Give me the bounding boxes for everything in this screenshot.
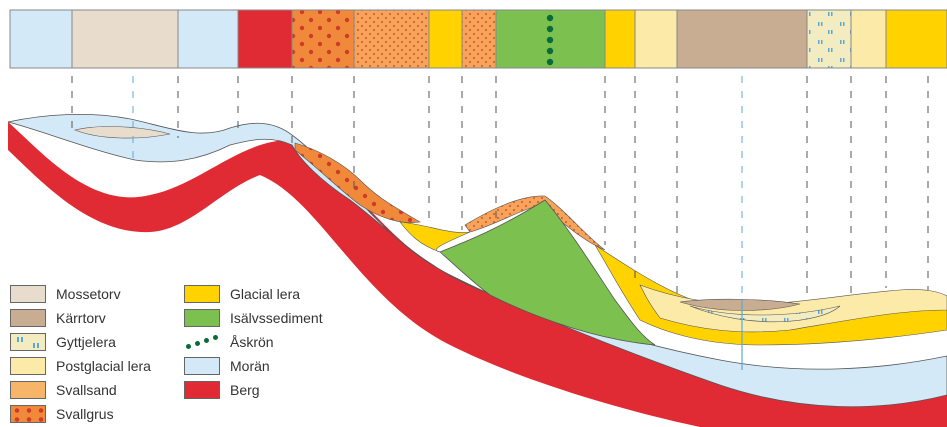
surface-map-strip xyxy=(9,9,947,69)
map-cell-karrtorv xyxy=(676,9,808,69)
legend-item-isalvssediment: Isälvssediment xyxy=(184,309,323,327)
map-cell-glacial-lera xyxy=(604,9,636,69)
map-cell-moran xyxy=(9,9,73,69)
askron-dots-icon xyxy=(184,333,220,351)
layer-mossetorv xyxy=(74,126,171,139)
legend-label: Postglacial lera xyxy=(56,358,151,374)
legend-item-svallsand: Svallsand xyxy=(10,381,117,399)
swatch-glacial-lera xyxy=(184,285,220,303)
map-cell-glacial-lera xyxy=(428,9,463,69)
legend-item-postglacial-lera: Postglacial lera xyxy=(10,357,151,375)
map-cell-glacial-lera xyxy=(885,9,947,69)
swatch-gyttjelera xyxy=(10,333,46,351)
layer-karrtorv xyxy=(679,298,801,311)
legend-label: Svallgrus xyxy=(56,406,114,422)
swatch-karrtorv xyxy=(10,309,46,327)
swatch-postglacial-lera xyxy=(10,357,46,375)
legend-label: Berg xyxy=(230,382,260,398)
map-cell-berg xyxy=(237,9,293,69)
layer-isalvssediment xyxy=(439,199,656,346)
legend-label: Kärrtorv xyxy=(56,310,106,326)
legend-label: Glacial lera xyxy=(230,286,301,302)
projection-lines xyxy=(71,76,929,300)
legend-label: Isälvssediment xyxy=(230,310,323,326)
legend-label: Mossetorv xyxy=(56,286,121,302)
legend-label: Svallsand xyxy=(56,382,117,398)
legend-item-askron: Åskrön xyxy=(184,333,274,351)
askron-dots xyxy=(546,14,554,66)
swatch-moran xyxy=(184,357,220,375)
legend-label: Morän xyxy=(230,358,270,374)
layer-svallgrus xyxy=(294,142,421,223)
legend-item-moran: Morän xyxy=(184,357,270,375)
legend-item-berg: Berg xyxy=(184,381,260,399)
map-cell-mossetorv xyxy=(71,9,179,69)
legend-label: Åskrön xyxy=(230,334,274,350)
layer-svallsand xyxy=(464,195,606,251)
map-cell-postglacial-lera xyxy=(850,9,887,69)
legend-label: Gyttjelera xyxy=(56,334,116,350)
cross-section-profile xyxy=(7,113,947,427)
map-cell-postglacial-lera xyxy=(634,9,678,69)
map-cell-gyttjelera xyxy=(806,9,852,69)
legend-item-glacial-lera: Glacial lera xyxy=(184,285,300,303)
swatch-isalvssediment xyxy=(184,309,220,327)
map-cell-svallsand xyxy=(353,9,430,69)
swatch-svallsand xyxy=(10,381,46,399)
layer-gyttjelera xyxy=(689,305,841,323)
legend-item-mossetorv: Mossetorv xyxy=(10,285,121,303)
map-cell-svallgrus xyxy=(291,9,355,69)
legend-item-gyttjelera: Gyttjelera xyxy=(10,333,116,351)
legend-item-svallgrus: Svallgrus xyxy=(10,405,114,423)
layer-moran xyxy=(7,113,947,408)
legend-item-karrtorv: Kärrtorv xyxy=(10,309,106,327)
swatch-mossetorv xyxy=(10,285,46,303)
map-cell-svallsand xyxy=(461,9,497,69)
swatch-berg xyxy=(184,381,220,399)
map-cell-moran xyxy=(177,9,239,69)
swatch-svallgrus xyxy=(10,405,46,423)
